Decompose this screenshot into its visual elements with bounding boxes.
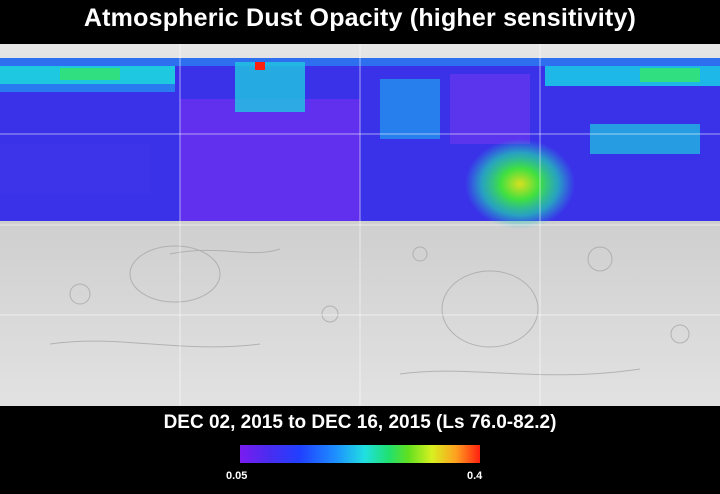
colorbar-max-label: 0.4 xyxy=(467,470,483,482)
map-canvas xyxy=(0,44,720,406)
relief-features xyxy=(49,245,690,376)
lat-lon-grid xyxy=(0,44,720,406)
mars-dust-opacity-map xyxy=(0,44,720,406)
colorbar xyxy=(240,445,480,463)
map-title: Atmospheric Dust Opacity (higher sensiti… xyxy=(83,4,637,32)
colorbar-min-label: 0.05 xyxy=(226,470,248,482)
date-range-label: DEC 02, 2015 to DEC 16, 2015 (Ls 76.0-82… xyxy=(163,412,557,433)
